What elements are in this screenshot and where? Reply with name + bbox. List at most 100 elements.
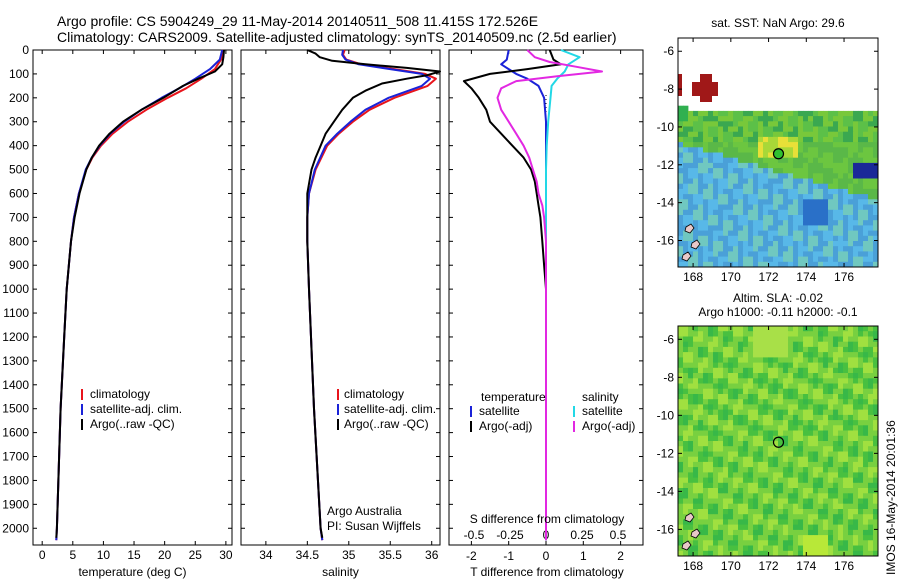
sst-map-cell bbox=[808, 251, 814, 257]
sst-map-cell bbox=[863, 152, 869, 159]
sla-map-cell bbox=[823, 498, 829, 505]
sst-map-cell bbox=[823, 256, 829, 263]
sst-map-cell bbox=[678, 110, 684, 117]
sst-map-cell bbox=[743, 162, 749, 169]
sst-map-cell bbox=[748, 194, 754, 200]
sst-map-cell bbox=[818, 251, 824, 257]
sst-map-cell bbox=[743, 110, 749, 117]
sla-map-cell bbox=[723, 550, 729, 557]
sla-map-cell bbox=[743, 331, 749, 337]
sla-map-cell bbox=[768, 461, 774, 468]
sst-map-cell bbox=[853, 157, 859, 164]
sla-map-cell bbox=[703, 378, 709, 384]
sla-map-cell bbox=[768, 509, 774, 515]
sst-map-cell bbox=[843, 246, 849, 252]
sla-map-cell bbox=[868, 357, 874, 363]
sla-map-cells bbox=[678, 326, 879, 557]
sla-map-cell bbox=[693, 357, 699, 363]
sst-map-cell bbox=[843, 162, 849, 169]
sla-map-cell bbox=[738, 399, 744, 405]
sst-map-cell bbox=[788, 199, 794, 205]
sla-map-cell bbox=[718, 362, 724, 369]
difference-series-temperature-argo-adj- bbox=[462, 49, 562, 541]
sla-map-cell bbox=[728, 414, 734, 421]
depth-tick-label: 600 bbox=[9, 186, 29, 200]
sla-map-cell bbox=[728, 446, 734, 452]
sst-map-cell bbox=[818, 246, 824, 252]
sla-map-cell bbox=[808, 357, 814, 363]
sst-map-cell bbox=[868, 261, 874, 268]
sst-map-cell bbox=[723, 157, 729, 164]
sla-map-cell bbox=[843, 409, 849, 416]
sst-map-cell bbox=[763, 157, 769, 164]
sst-map-cell bbox=[733, 110, 739, 117]
sla-map-cell bbox=[828, 394, 834, 400]
difference-x-tick-label: 2 bbox=[617, 549, 624, 563]
depth-tick-label: 200 bbox=[9, 91, 29, 105]
sla-map-cell bbox=[713, 388, 719, 395]
sst-map-cell bbox=[678, 188, 684, 195]
sla-map-cell bbox=[848, 420, 854, 426]
sla-map-cell bbox=[753, 388, 759, 395]
sla-map-cell bbox=[828, 488, 834, 494]
sla-map-cell bbox=[748, 346, 754, 353]
sst-map-cell bbox=[853, 116, 859, 122]
sst-map-cell bbox=[853, 220, 859, 226]
sla-map-cell bbox=[763, 352, 769, 358]
sla-map-cell bbox=[783, 482, 789, 489]
sst-map-cell bbox=[753, 183, 759, 190]
sst-map-cell bbox=[778, 209, 784, 216]
sla-map-cell bbox=[703, 331, 709, 337]
sst-map-cell bbox=[803, 220, 809, 226]
sst-map-cell bbox=[848, 157, 854, 164]
sla-map-cell bbox=[733, 346, 739, 353]
sla-map-cell bbox=[743, 446, 749, 452]
sst-map-cell bbox=[678, 105, 684, 112]
sst-map-cell bbox=[703, 225, 709, 231]
sla-map-cell bbox=[678, 550, 684, 557]
sla-map-cell bbox=[808, 383, 814, 390]
sst-map-cell bbox=[853, 152, 859, 159]
sla-map-cell bbox=[773, 503, 779, 510]
sla-map-cell bbox=[823, 388, 829, 395]
sst-map-cell bbox=[823, 241, 829, 247]
difference-x-tick-label: -2 bbox=[466, 549, 477, 563]
sst-map-cell bbox=[718, 235, 724, 242]
sla-map-cell bbox=[728, 399, 734, 405]
sst-map-cell bbox=[738, 183, 744, 190]
sla-map-cell bbox=[723, 545, 729, 552]
sst-map-cell bbox=[863, 178, 869, 185]
sst-map-cell bbox=[808, 168, 814, 174]
sst-map-cell bbox=[738, 178, 744, 185]
sst-map-cell bbox=[723, 204, 729, 211]
sla-map-cell bbox=[738, 435, 744, 442]
sst-map-cell bbox=[688, 256, 694, 263]
sla-map-cell bbox=[723, 378, 729, 384]
sla-map-cell bbox=[868, 388, 874, 395]
sst-map-cell bbox=[718, 220, 724, 226]
sst-map-cell bbox=[758, 225, 764, 231]
sla-map-cell bbox=[788, 498, 794, 505]
sst-map-cell bbox=[678, 173, 684, 179]
sla-map-cell bbox=[773, 367, 779, 374]
sla-map-cell bbox=[813, 357, 819, 363]
sla-map-cell bbox=[688, 399, 694, 405]
sst-map-cell bbox=[868, 178, 874, 185]
sst-map-cell bbox=[703, 215, 709, 221]
sst-map-cell bbox=[793, 110, 799, 117]
sst-map-cell bbox=[793, 178, 799, 185]
sst-map-cell bbox=[743, 241, 749, 247]
sla-map-cell bbox=[738, 367, 744, 374]
sst-map-cell bbox=[773, 235, 779, 242]
sla-map-cell bbox=[778, 472, 784, 478]
depth-tick-label: 700 bbox=[9, 210, 29, 224]
sla-map-cell bbox=[758, 550, 764, 557]
sla-map-cell bbox=[708, 540, 714, 546]
sst-map-cell bbox=[808, 116, 814, 122]
sla-map-cell bbox=[838, 420, 844, 426]
sst-map-cell bbox=[678, 168, 684, 174]
sst-map-cell bbox=[763, 173, 769, 179]
sst-map-cell bbox=[778, 199, 784, 205]
sla-map-cell bbox=[813, 446, 819, 452]
